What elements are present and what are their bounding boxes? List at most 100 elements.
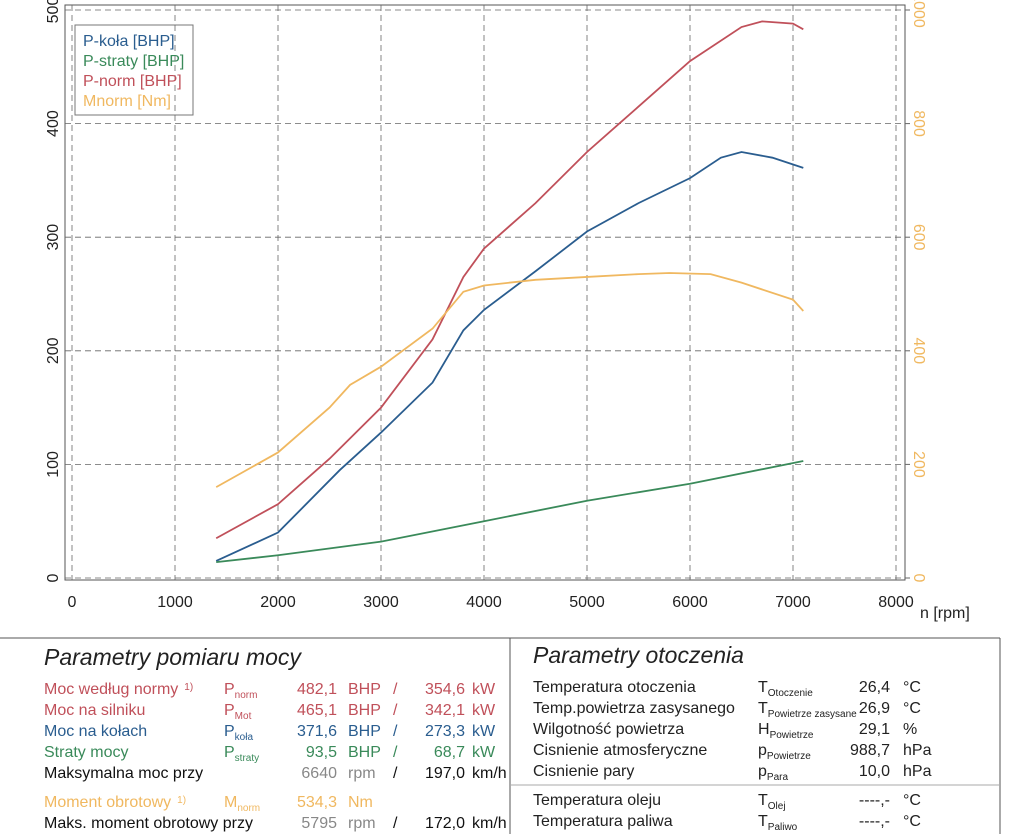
table-title: Parametry pomiaru mocy bbox=[44, 644, 302, 670]
separator: / bbox=[393, 815, 398, 832]
value: 10,0 bbox=[859, 763, 890, 780]
value: 197,0 bbox=[425, 765, 465, 782]
x-tick-label: 7000 bbox=[775, 594, 811, 611]
unit: BHP bbox=[348, 702, 381, 719]
row-label: Wilgotność powietrza bbox=[533, 721, 684, 738]
x-tick-label: 2000 bbox=[260, 594, 296, 611]
x-tick-label: 3000 bbox=[363, 594, 399, 611]
x-tick-label: 5000 bbox=[569, 594, 605, 611]
symbol-sub: straty bbox=[235, 753, 259, 764]
symbol-sub: Powietrze bbox=[770, 730, 814, 741]
row-label: Moc na kołach bbox=[44, 723, 147, 740]
symbol-sub: Otoczenie bbox=[768, 688, 813, 699]
value: ----,- bbox=[859, 792, 890, 809]
value: 465,1 bbox=[297, 702, 337, 719]
separator: / bbox=[393, 744, 398, 761]
row-label: Temperatura paliwa bbox=[533, 813, 673, 830]
symbol-main: P bbox=[224, 744, 235, 761]
value: 68,7 bbox=[434, 744, 465, 761]
row-label: Maksymalna moc przy bbox=[44, 765, 203, 782]
y2-tick-label: 0 bbox=[910, 574, 927, 583]
symbol-sub: Paliwo bbox=[768, 822, 798, 833]
unit: BHP bbox=[348, 723, 381, 740]
symbol-main: p bbox=[758, 763, 767, 780]
value: 354,6 bbox=[425, 681, 465, 698]
unit: °C bbox=[903, 679, 921, 696]
separator: / bbox=[393, 681, 398, 698]
unit: °C bbox=[903, 813, 921, 830]
value: 172,0 bbox=[425, 815, 465, 832]
row-label: Cisnienie atmosferyczne bbox=[533, 742, 707, 759]
unit: kW bbox=[472, 744, 496, 761]
symbol: PMot bbox=[224, 702, 252, 722]
value: 988,7 bbox=[850, 742, 890, 759]
symbol-main: T bbox=[758, 700, 768, 717]
value: 371,6 bbox=[297, 723, 337, 740]
symbol-sub: Mot bbox=[235, 711, 252, 722]
symbol-main: H bbox=[758, 721, 770, 738]
x-tick-label: 8000 bbox=[878, 594, 914, 611]
unit: hPa bbox=[903, 742, 932, 759]
row-label: Maks. moment obrotowy przy bbox=[44, 815, 253, 832]
symbol-sub: Para bbox=[767, 772, 789, 783]
x-tick-label: 0 bbox=[68, 594, 77, 611]
symbol: TPaliwo bbox=[758, 813, 798, 833]
y-tick-label: 400 bbox=[45, 110, 62, 137]
symbol: TPowietrze zasysane bbox=[758, 700, 857, 720]
value: 29,1 bbox=[859, 721, 890, 738]
symbol-sub: norm bbox=[237, 803, 260, 814]
y2-tick-label: 200 bbox=[910, 451, 927, 478]
symbol-sub: Powietrze zasysane bbox=[768, 709, 857, 720]
row-label: Moment obrotowy bbox=[44, 794, 171, 811]
x-axis-label: n [rpm] bbox=[920, 605, 970, 622]
symbol-sub: Olej bbox=[768, 801, 786, 812]
symbol: pPara bbox=[758, 763, 788, 783]
value: 6640 bbox=[301, 765, 337, 782]
symbol: TOlej bbox=[758, 792, 786, 812]
series-line bbox=[215, 20, 804, 540]
row-label: Straty mocy bbox=[44, 744, 128, 761]
unit: hPa bbox=[903, 763, 932, 780]
legend-entry: Mnorm [Nm] bbox=[83, 93, 171, 110]
unit: Nm bbox=[348, 794, 373, 811]
symbol: TOtoczenie bbox=[758, 679, 813, 699]
symbol-main: T bbox=[758, 679, 768, 696]
symbol: HPowietrze bbox=[758, 721, 814, 741]
symbol-main: P bbox=[224, 681, 235, 698]
value: ----,- bbox=[859, 813, 890, 830]
unit: kW bbox=[472, 702, 496, 719]
symbol-main: T bbox=[758, 792, 768, 809]
x-tick-label: 6000 bbox=[672, 594, 708, 611]
unit: BHP bbox=[348, 744, 381, 761]
symbol-sub: koła bbox=[235, 732, 254, 743]
series-line bbox=[215, 272, 804, 488]
legend-entry: P-norm [BHP] bbox=[83, 73, 182, 90]
symbol-main: T bbox=[758, 813, 768, 830]
unit: °C bbox=[903, 792, 921, 809]
y2-tick-label: 400 bbox=[910, 337, 927, 364]
series-line bbox=[216, 460, 804, 563]
value: 482,1 bbox=[297, 681, 337, 698]
table-title: Parametry otoczenia bbox=[533, 642, 744, 668]
symbol-main: P bbox=[224, 723, 235, 740]
legend-box bbox=[74, 24, 194, 116]
symbol-main: M bbox=[224, 794, 237, 811]
symbol-main: p bbox=[758, 742, 767, 759]
separator: / bbox=[393, 702, 398, 719]
symbol-main: P bbox=[224, 702, 235, 719]
y2-tick-label: 800 bbox=[910, 110, 927, 137]
row-label: Temp.powietrza zasysanego bbox=[533, 700, 735, 717]
unit: rpm bbox=[348, 765, 376, 782]
unit: km/h bbox=[472, 815, 507, 832]
value: 26,4 bbox=[859, 679, 890, 696]
y-tick-label: 0 bbox=[45, 573, 62, 582]
symbol: Pkoła bbox=[224, 723, 253, 743]
value: 26,9 bbox=[859, 700, 890, 717]
value: 5795 bbox=[301, 815, 337, 832]
y2-tick-label: 1000 bbox=[910, 0, 927, 28]
row-label: Temperatura oleju bbox=[533, 792, 661, 809]
unit: rpm bbox=[348, 815, 376, 832]
legend-entry: P-straty [BHP] bbox=[83, 53, 184, 70]
x-tick-label: 1000 bbox=[157, 594, 193, 611]
